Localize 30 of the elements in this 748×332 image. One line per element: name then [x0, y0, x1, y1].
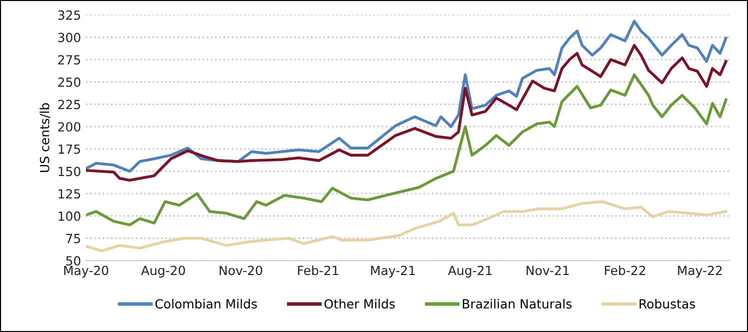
y-tick-label: 50: [66, 256, 80, 266]
x-tick-label: Aug-21: [448, 266, 492, 278]
line-series: [86, 44, 728, 182]
line-series: [86, 20, 728, 173]
y-tick-label: 225: [58, 100, 80, 110]
y-tick-label: 200: [58, 122, 80, 132]
y-tick-label: 100: [58, 211, 80, 221]
x-tick-label: Aug-20: [141, 266, 185, 278]
legend-label: Other Milds: [324, 298, 395, 309]
x-tick-label: Feb-22: [604, 265, 646, 276]
y-tick-label: 325: [58, 10, 80, 20]
y-tick-label: 275: [58, 55, 80, 65]
y-tick-label: 250: [58, 77, 80, 87]
y-tick-label: 300: [58, 32, 80, 42]
x-tick-label: Nov-20: [220, 266, 262, 276]
y-tick-label: 75: [66, 234, 80, 244]
line-series: [86, 73, 728, 226]
legend-label: Brazilian Naturals: [462, 298, 572, 309]
y-tick-label: 125: [58, 189, 80, 199]
y-axis-title: US cents/lb: [40, 103, 50, 172]
x-tick-label: May-22: [678, 266, 722, 278]
x-tick-label: May-21: [371, 266, 415, 278]
legend-label: Colombian Milds: [155, 298, 257, 309]
x-tick-label: Nov-21: [526, 266, 569, 276]
y-tick-label: 150: [58, 166, 80, 176]
x-tick-label: Feb-21: [298, 265, 338, 276]
y-tick-label: 175: [58, 144, 80, 154]
legend-label: Robustas: [640, 298, 696, 309]
line-series: [86, 200, 728, 252]
x-tick-label: May-20: [64, 266, 108, 278]
